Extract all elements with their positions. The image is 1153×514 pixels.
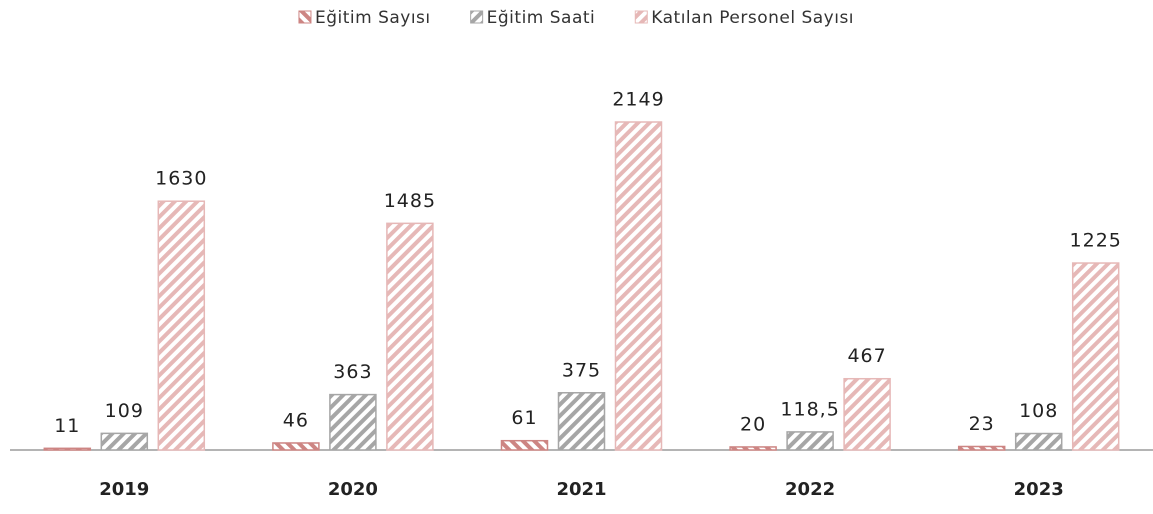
data-label: 375 <box>562 359 601 381</box>
data-label: 467 <box>847 345 886 367</box>
legend-swatch <box>470 10 484 24</box>
x-tick-label: 2023 <box>1014 479 1064 500</box>
bar <box>843 377 891 451</box>
x-tick-label: 2020 <box>328 479 378 500</box>
x-tick-label: 2019 <box>99 479 149 500</box>
legend-swatch <box>298 10 312 24</box>
data-label: 363 <box>333 361 372 383</box>
legend-label: Katılan Personel Sayısı <box>651 8 854 28</box>
x-tick-label: 2021 <box>556 479 606 500</box>
data-label: 1485 <box>384 190 436 212</box>
bar <box>729 446 777 451</box>
bar <box>557 392 606 451</box>
bar <box>957 445 1006 451</box>
bar <box>386 222 434 451</box>
legend-swatch <box>634 10 648 24</box>
bar <box>500 439 549 451</box>
bar <box>43 447 92 451</box>
legend: Eğitim Sayısı Eğitim Saati Katılan Persone… <box>298 8 854 28</box>
bar <box>157 200 206 451</box>
legend-label: Eğitim Sayısı <box>315 8 431 28</box>
data-label: 23 <box>969 413 995 435</box>
data-label: 20 <box>740 413 766 435</box>
legend-label: Eğitim Saati <box>487 8 596 28</box>
bar <box>272 442 320 451</box>
bar <box>1014 432 1063 451</box>
x-tick-label: 2022 <box>785 479 835 500</box>
data-label: 108 <box>1019 400 1058 422</box>
data-label: 46 <box>283 409 309 431</box>
bar <box>329 393 377 451</box>
bar <box>1071 262 1120 451</box>
data-label: 61 <box>511 407 537 429</box>
data-label: 118,5 <box>780 398 839 420</box>
bar <box>786 431 834 451</box>
data-label: 109 <box>105 400 144 422</box>
data-label: 1630 <box>155 168 207 190</box>
data-label: 1225 <box>1070 230 1122 252</box>
data-label: 2149 <box>612 89 664 111</box>
bar <box>100 432 149 451</box>
data-label: 11 <box>54 415 80 437</box>
bar <box>614 121 663 451</box>
